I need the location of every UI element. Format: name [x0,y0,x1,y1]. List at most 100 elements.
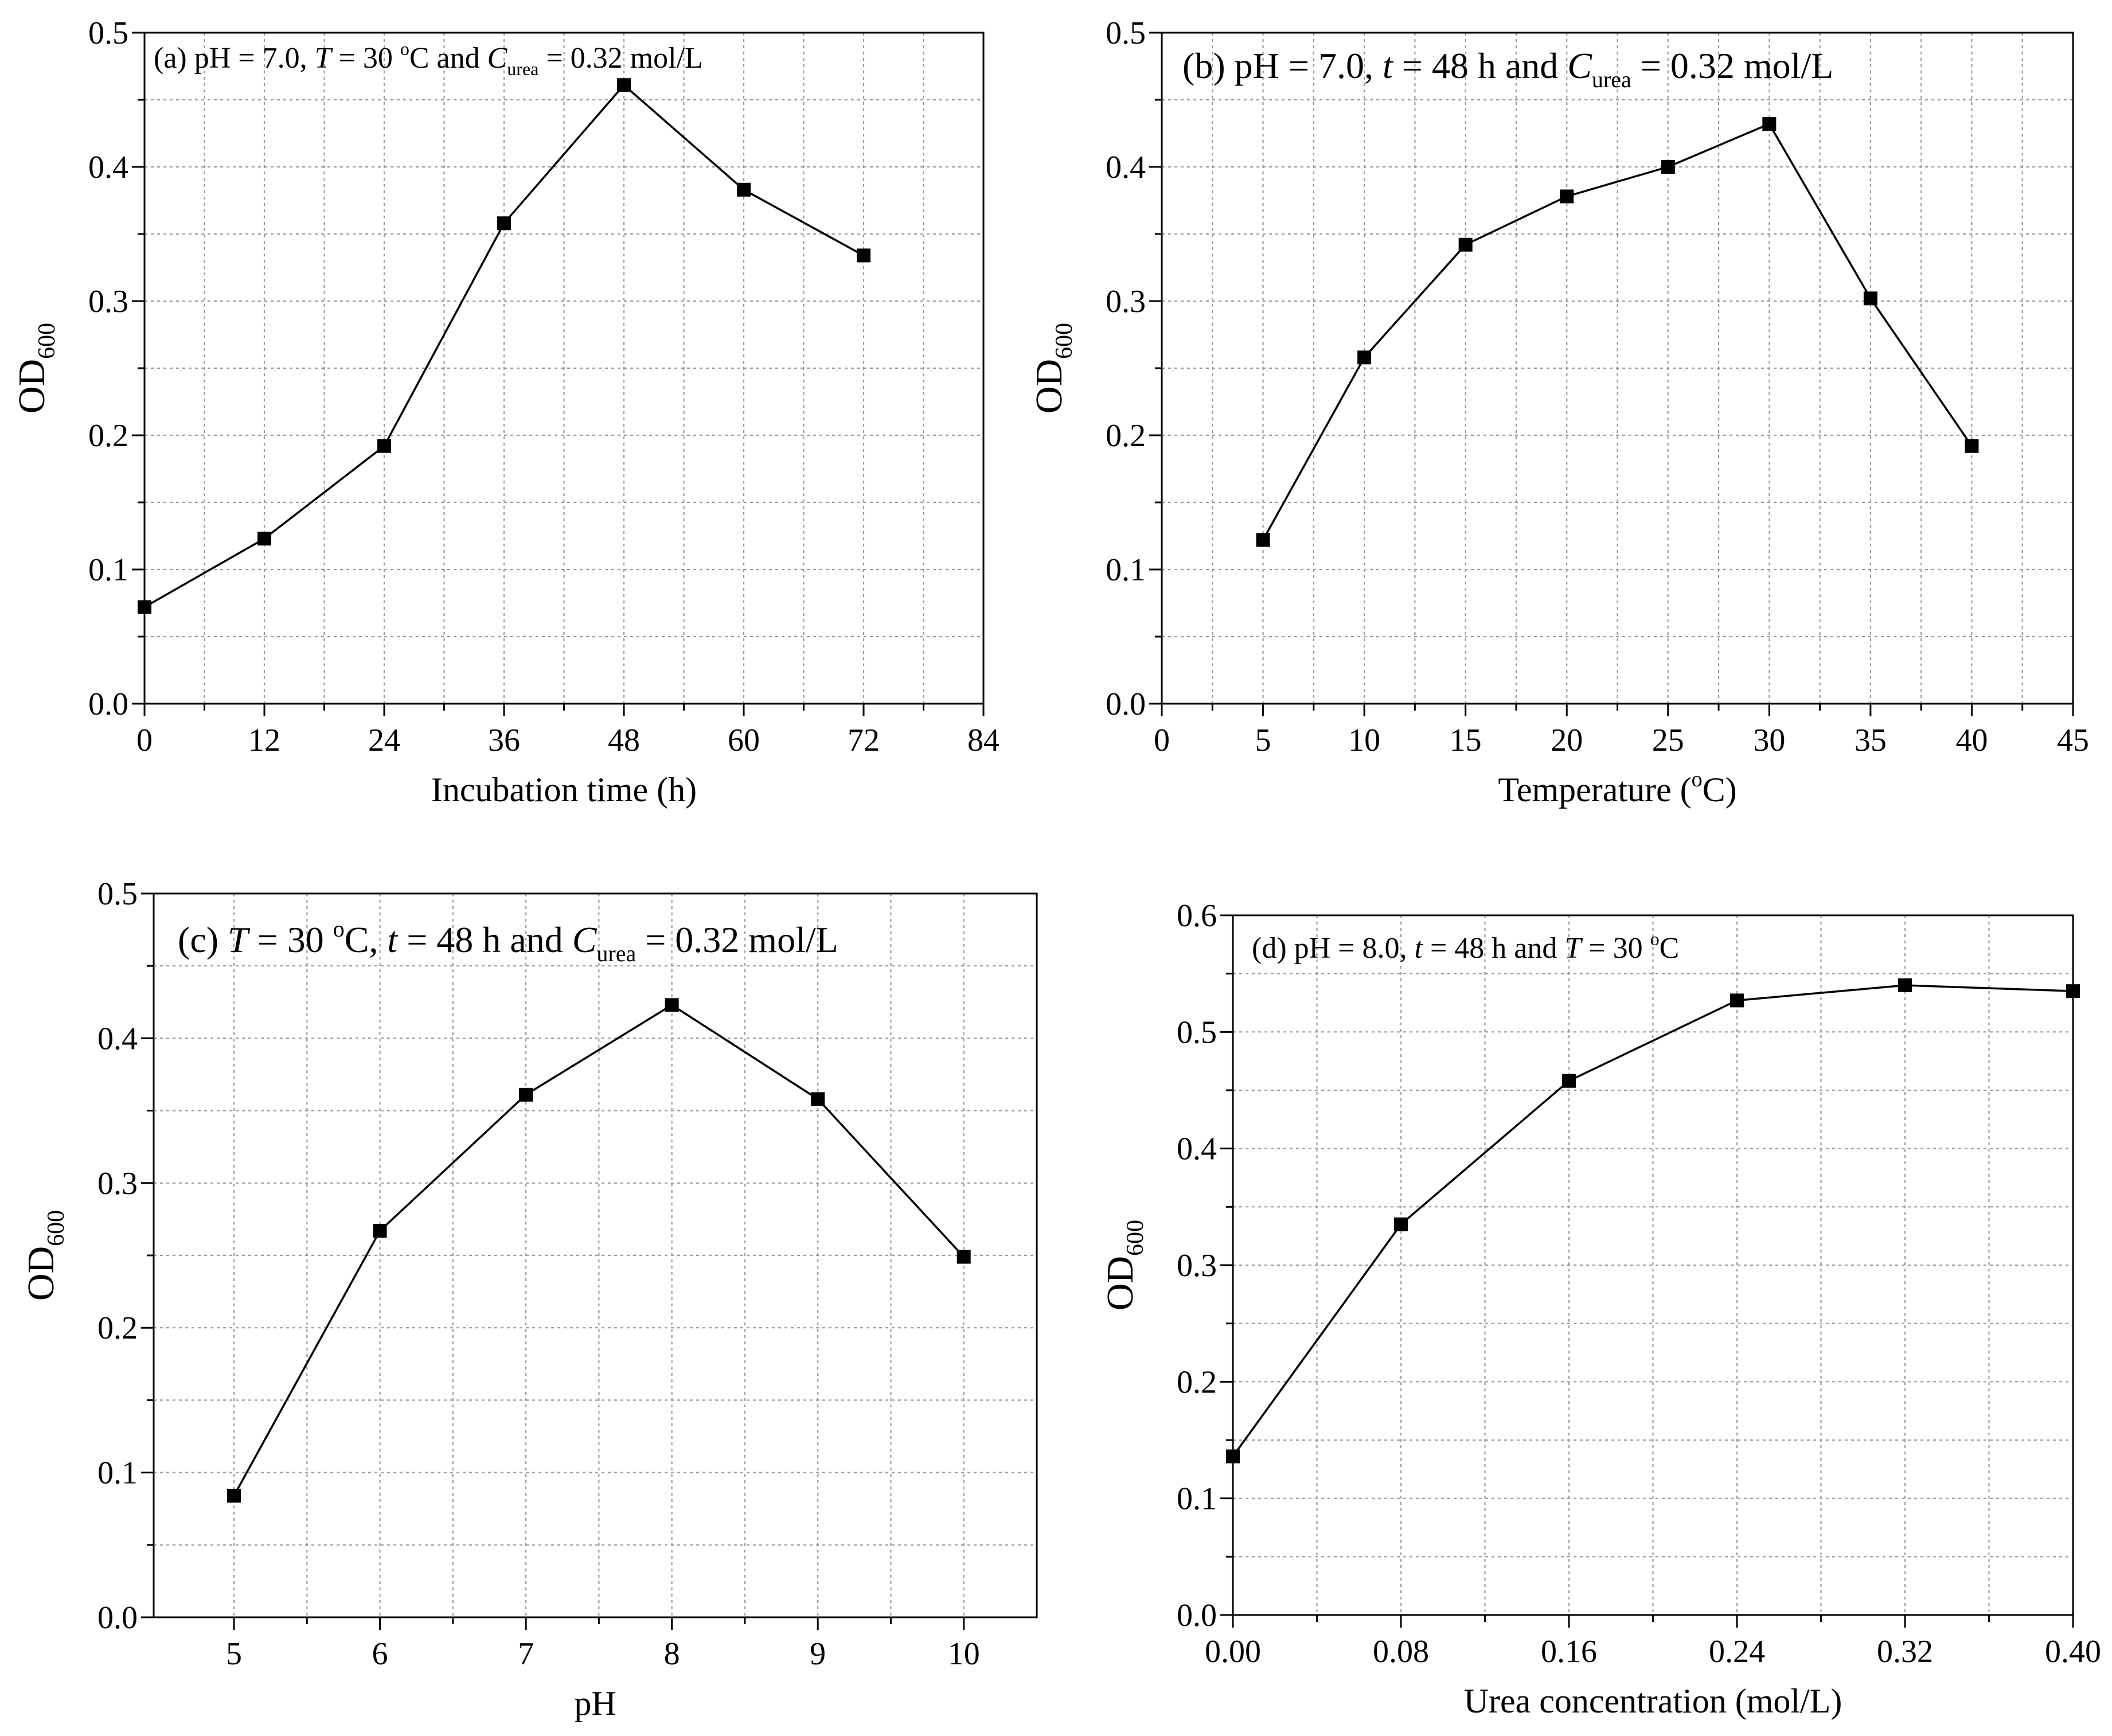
y-axis-label: OD600 [1028,323,1078,413]
y-tick-label: 0.4 [88,150,128,185]
x-tick-label: 45 [2057,723,2089,758]
panel-conditions-segment: C [572,919,598,960]
series-line [1232,984,2074,1457]
x-axis-label-text: Incubation time (h) [431,771,697,809]
x-axis-label-text: Urea concentration (mol/L) [1464,1682,1842,1720]
data-point-marker [665,998,679,1012]
x-tick-label: 84 [967,723,1000,758]
y-tick-label: 0.1 [1106,552,1146,588]
y-axis-label-subscript: 600 [1051,323,1078,359]
data-point-marker [957,1250,971,1264]
panel-conditions-segment: (b) pH = 7.0, [1182,45,1383,86]
panel-conditions: (a) pH = 7.0, T = 30 oC and Curea = 0.32… [154,38,703,79]
x-tick-label: 0 [1154,723,1170,758]
y-tick-label: 0.0 [1106,686,1146,722]
data-point-marker [1762,117,1777,131]
y-axis-label-text: OD [1099,1256,1141,1310]
y-tick-label: 0.5 [1106,15,1146,51]
y-axis-label-text: OD [11,359,53,413]
x-tick-label: 60 [728,723,760,758]
panel-conditions-segment: = 48 h and [1423,932,1564,965]
panel-conditions-segment: C [487,42,508,75]
panel-conditions-segment: urea [596,941,636,966]
panel-conditions-segment: urea [1592,67,1631,92]
data-point-marker [1357,350,1372,365]
x-tick-label: 25 [1652,723,1684,758]
panel-conditions-segment: (a) pH = 7.0, [154,42,315,75]
series-line [233,1004,965,1496]
x-tick-label: 5 [1255,723,1271,758]
panel-conditions-segment: C and [409,42,487,75]
panel-conditions-segment: (c) [178,919,228,960]
x-tick-label: 5 [226,1636,242,1672]
data-point-marker [1661,160,1675,174]
panel-conditions-segment: T [1564,932,1583,965]
panel-b: 0 5 10 15 20 25 30 35 40 45 0.0 0.1 0.2 0.3 0.4 0.5 Temp… [1028,15,2089,809]
y-tick-label: 0.5 [1177,1015,1217,1050]
series-line [1262,122,1973,541]
y-tick-label: 0.2 [97,1310,138,1346]
data-point-marker [1730,993,1744,1008]
x-tick-label: 36 [488,723,520,758]
panel-conditions-segment: o [333,916,345,942]
panel-conditions-segment: = 30 [331,42,400,75]
y-tick-label: 0.5 [97,876,138,912]
x-tick-label: 48 [608,723,640,758]
y-tick-label: 0.4 [97,1021,138,1056]
panel-conditions-segment: t [1415,932,1424,965]
panel-conditions-segment: (d) pH = 8.0, [1252,932,1415,965]
data-point-marker [737,182,751,197]
y-tick-label: 0.2 [1177,1364,1217,1400]
panel-conditions: (c) T = 30 oC, t = 48 h and Curea = 0.32… [178,916,838,966]
x-axis-label: Temperature (oC) [1498,767,1736,809]
x-axis-label: Incubation time (h) [431,771,697,809]
y-axis-label-text: OD [1028,359,1070,413]
data-point-marker [1256,533,1270,547]
data-point-marker [377,439,391,453]
data-point-marker [857,248,870,263]
y-axis-label: OD600 [11,323,60,413]
panel-conditions-segment: = 30 [248,919,333,960]
panel-conditions: (d) pH = 8.0, t = 48 h and T = 30 oC [1252,929,1679,965]
x-tick-label: 72 [848,723,880,758]
panel-conditions-segment: = 0.32 mol/L [636,919,838,960]
x-tick-label: 20 [1551,723,1583,758]
y-axis-label: OD600 [20,1210,69,1301]
data-point-marker [1898,978,1912,992]
x-axis-label-text: Temperature ( [1498,771,1691,809]
data-point-marker [227,1488,241,1503]
x-tick-label: 0.08 [1373,1634,1429,1669]
y-tick-label: 0.1 [88,552,128,588]
y-tick-label: 0.3 [97,1166,138,1201]
panel-conditions-segment: = 0.32 mol/L [538,42,702,75]
y-tick-label: 0.3 [1177,1248,1217,1284]
x-tick-label: 35 [1855,723,1887,758]
x-tick-label: 15 [1450,723,1482,758]
y-axis-label-text: OD [20,1246,62,1301]
x-tick-label: 0.24 [1709,1634,1765,1669]
x-tick-label: 0 [136,723,153,758]
y-tick-label: 0.4 [1106,150,1146,185]
data-point-marker [617,78,631,92]
panel-d: 0.00 0.08 0.16 0.24 0.32 0.40 0.0 0.1 0.2 0.3 0.4 0… [1099,898,2101,1720]
y-axis-label-subscript: 600 [43,1210,69,1246]
panel-conditions-segment: = 0.32 mol/L [1631,45,1834,86]
panel-a: 0 12 24 36 48 60 72 84 0.0 0.1 0.2 0.3 0.4 0.5 Incubat… [11,15,1000,809]
panel-conditions: (b) pH = 7.0, t = 48 h and Curea = 0.32 … [1182,45,1833,92]
x-tick-label: 0.16 [1541,1634,1597,1669]
panel-conditions-segment: T [228,919,251,960]
x-axis-label-superscript: o [1692,767,1703,791]
x-tick-label: 30 [1753,723,1785,758]
data-point-marker [1863,291,1877,306]
y-axis-label: OD600 [1099,1220,1149,1310]
data-point-marker [811,1092,825,1106]
panel-conditions-segment: t [1383,45,1394,86]
x-tick-label: 0.32 [1877,1634,1933,1669]
panel-conditions-segment: = 30 [1581,932,1650,965]
x-axis-label-end: C) [1703,771,1737,809]
y-tick-label: 0.3 [88,284,128,319]
panel-conditions-segment: o [1650,929,1660,949]
data-point-marker [1226,1449,1240,1464]
panel-conditions-segment: urea [507,58,538,79]
